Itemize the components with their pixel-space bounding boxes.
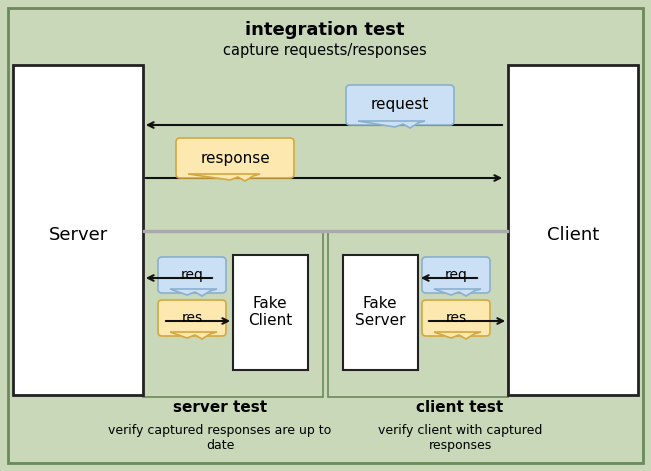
Bar (233, 255, 308, 370)
Bar (508, 65, 638, 395)
Text: Fake
Client: Fake Client (248, 296, 292, 328)
Text: verify captured responses are up to
date: verify captured responses are up to date (108, 424, 331, 452)
Text: server test: server test (173, 400, 267, 415)
Text: req: req (445, 268, 467, 282)
Text: request: request (371, 97, 429, 113)
Bar (13, 65, 143, 395)
Text: capture requests/responses: capture requests/responses (223, 42, 427, 57)
Polygon shape (188, 174, 260, 181)
Text: res: res (445, 311, 467, 325)
FancyBboxPatch shape (346, 85, 454, 125)
Text: Fake
Server: Fake Server (355, 296, 406, 328)
Text: verify client with captured
responses: verify client with captured responses (378, 424, 542, 452)
Polygon shape (434, 332, 481, 339)
Text: client test: client test (417, 400, 504, 415)
FancyBboxPatch shape (158, 300, 226, 336)
FancyBboxPatch shape (176, 138, 294, 178)
Text: Client: Client (547, 226, 599, 244)
Bar (143, 230, 508, 232)
Text: integration test: integration test (245, 21, 405, 39)
Bar (328, 232, 508, 397)
Polygon shape (358, 121, 425, 128)
Polygon shape (170, 332, 217, 339)
Bar (143, 232, 323, 397)
FancyBboxPatch shape (422, 257, 490, 293)
Text: response: response (200, 151, 270, 165)
Text: req: req (180, 268, 203, 282)
Text: Server: Server (48, 226, 107, 244)
Polygon shape (434, 289, 481, 296)
Bar (343, 255, 418, 370)
Text: res: res (182, 311, 202, 325)
FancyBboxPatch shape (422, 300, 490, 336)
FancyBboxPatch shape (158, 257, 226, 293)
Polygon shape (170, 289, 217, 296)
